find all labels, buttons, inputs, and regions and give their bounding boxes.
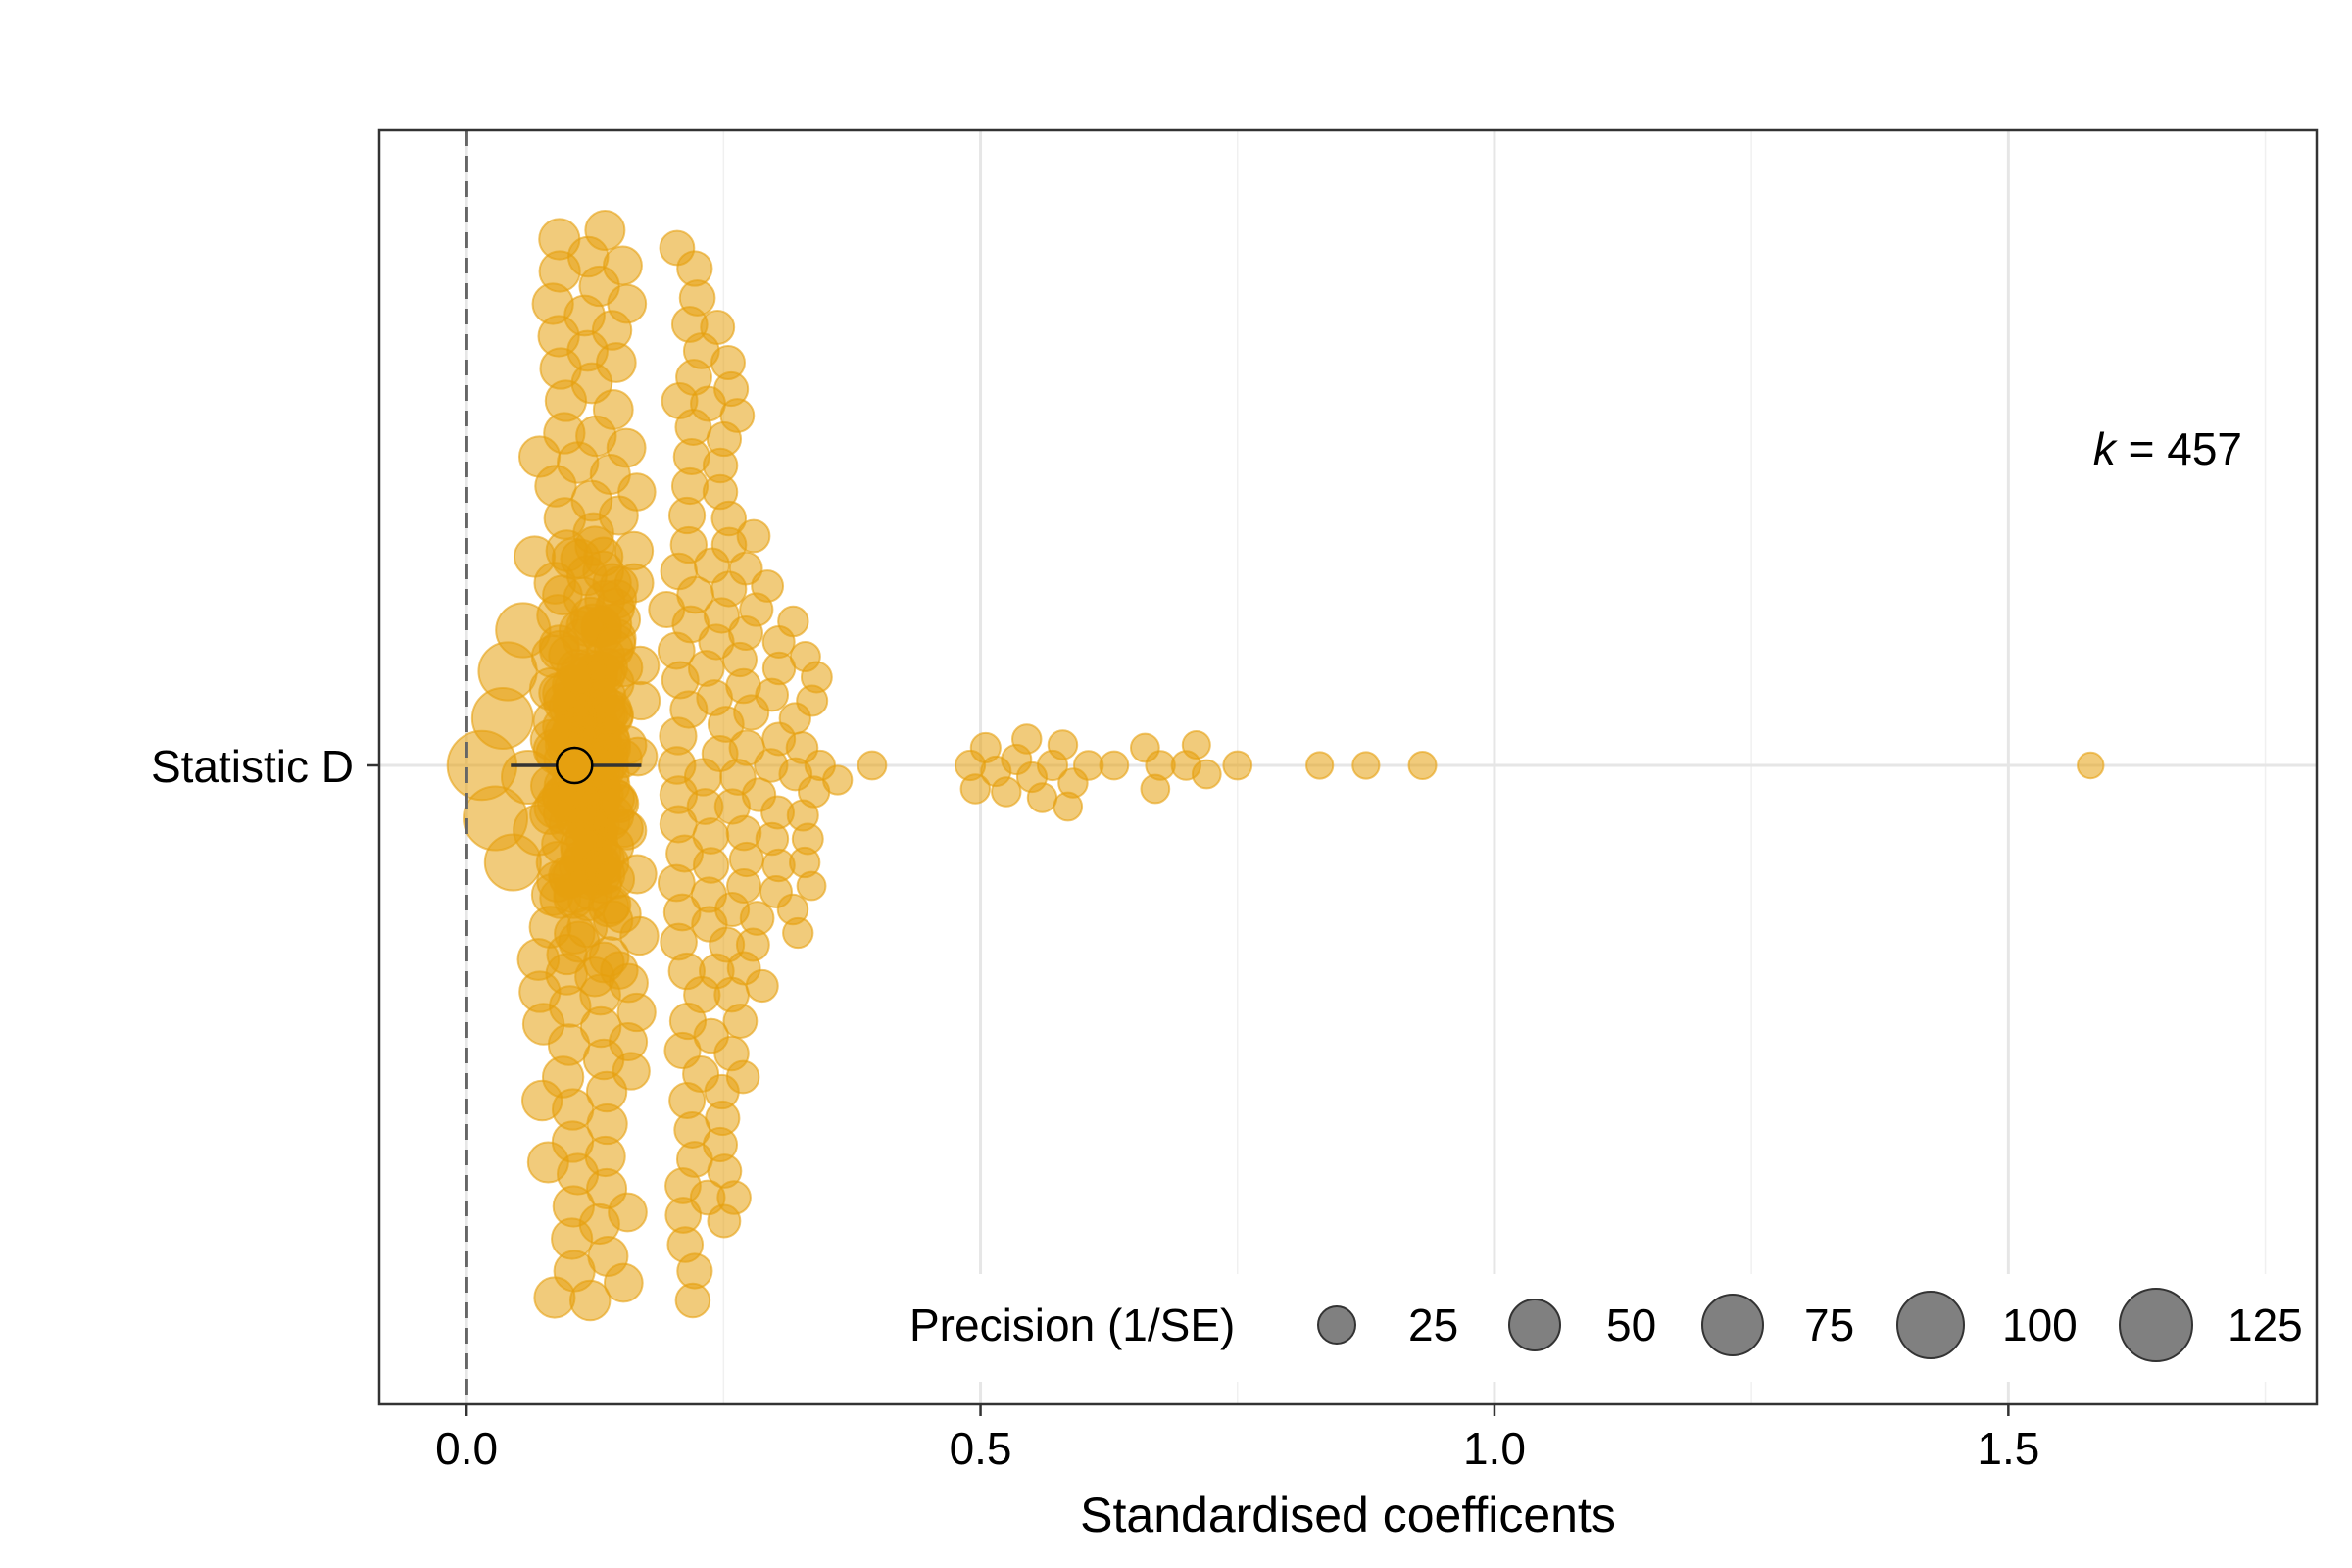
data-point xyxy=(592,389,634,430)
data-point xyxy=(607,283,648,324)
data-point xyxy=(1140,773,1171,805)
data-point xyxy=(587,675,627,715)
legend-key-label: 25 xyxy=(1408,1299,1458,1350)
data-point xyxy=(1047,729,1079,760)
data-point xyxy=(659,229,696,267)
x-tick-label: 0.0 xyxy=(435,1423,498,1474)
size-legend: Precision (1/SE) 25 50 75 100 125 xyxy=(892,1274,2303,1382)
legend-key-circle xyxy=(1317,1305,1356,1345)
data-point xyxy=(700,310,736,345)
data-point xyxy=(603,1262,644,1303)
panel-border xyxy=(377,128,2319,1406)
data-point xyxy=(526,1141,569,1184)
x-tick-label: 0.5 xyxy=(950,1423,1012,1474)
data-point xyxy=(857,750,888,781)
effect-size-points xyxy=(446,209,2105,1322)
data-point xyxy=(751,569,785,603)
data-point xyxy=(518,970,562,1013)
axes: Statistic D 0.0 0.5 1.0 1.5 xyxy=(151,741,2039,1474)
y-tick-label: Statistic D xyxy=(151,741,354,792)
data-point xyxy=(959,773,992,805)
data-point xyxy=(725,1059,760,1095)
legend-key-label: 75 xyxy=(1804,1299,1854,1350)
data-point xyxy=(589,733,629,774)
data-point xyxy=(789,640,821,673)
data-point xyxy=(602,600,642,639)
data-point xyxy=(620,680,662,721)
data-point xyxy=(674,1282,711,1319)
data-point xyxy=(1305,751,1335,780)
data-point xyxy=(2077,751,2105,780)
data-point xyxy=(1129,732,1160,763)
summary-estimate xyxy=(511,746,642,785)
legend-background xyxy=(892,1274,2303,1382)
data-point xyxy=(513,535,557,578)
data-point xyxy=(606,427,647,468)
data-point xyxy=(782,916,814,950)
data-point xyxy=(599,565,639,606)
data-point xyxy=(1053,791,1084,822)
data-point xyxy=(612,1052,651,1091)
data-point xyxy=(520,1079,564,1122)
k-annotation: k = 457 xyxy=(2093,423,2242,474)
data-point xyxy=(542,574,583,616)
data-point xyxy=(1407,750,1438,781)
data-point xyxy=(613,530,655,571)
data-point xyxy=(602,245,643,286)
data-point xyxy=(1026,782,1058,813)
data-point xyxy=(1351,751,1381,780)
data-point xyxy=(1181,729,1211,760)
data-point xyxy=(736,518,771,554)
data-point xyxy=(710,345,746,380)
data-point xyxy=(648,590,686,629)
data-point xyxy=(533,1276,576,1319)
legend-key-label: 50 xyxy=(1606,1299,1656,1350)
data-point xyxy=(777,605,809,638)
data-point xyxy=(517,435,562,478)
data-point xyxy=(796,870,827,902)
data-point xyxy=(602,894,642,934)
legend-key-circle xyxy=(1896,1291,1965,1359)
k-symbol: k xyxy=(2093,423,2118,474)
legend-key-label: 125 xyxy=(2228,1299,2303,1350)
data-point xyxy=(1099,750,1130,781)
x-tick-label: 1.5 xyxy=(1977,1423,2039,1474)
legend-key-label: 100 xyxy=(2002,1299,2078,1350)
data-point xyxy=(604,808,644,849)
overall-estimate xyxy=(556,746,594,785)
legend-key-circle xyxy=(1701,1294,1764,1356)
data-point xyxy=(1191,759,1222,790)
data-point xyxy=(745,968,779,1004)
data-point xyxy=(584,209,626,252)
data-point xyxy=(821,764,854,796)
x-tick-label: 1.0 xyxy=(1463,1423,1526,1474)
data-point xyxy=(608,1192,648,1233)
data-point xyxy=(719,398,756,433)
legend-title: Precision (1/SE) xyxy=(909,1299,1235,1350)
data-point xyxy=(722,1004,759,1039)
legend-key-circle xyxy=(1508,1298,1561,1351)
data-point xyxy=(707,1203,742,1239)
data-point xyxy=(1011,723,1043,755)
legend-key-circle xyxy=(2119,1288,2193,1362)
data-point xyxy=(600,951,639,990)
x-axis-title: Standardised coefficents xyxy=(1080,1488,1616,1543)
data-point xyxy=(991,776,1022,808)
data-point xyxy=(617,472,657,512)
data-point xyxy=(568,1279,612,1322)
data-point xyxy=(1222,750,1253,781)
k-value: = 457 xyxy=(2116,423,2242,474)
